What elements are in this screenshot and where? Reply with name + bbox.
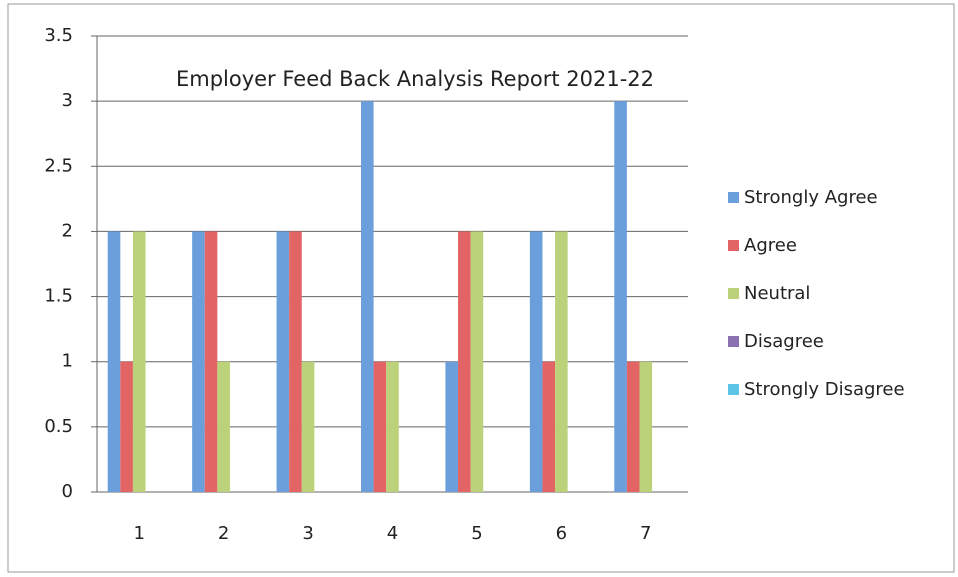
x-tick-label: 4: [387, 523, 398, 544]
y-tick-label: 2.5: [44, 155, 73, 176]
bar: [120, 361, 133, 492]
x-tick-label: 5: [471, 523, 482, 544]
bar: [217, 361, 230, 492]
legend-swatch: [728, 240, 739, 251]
bar: [639, 361, 653, 492]
bar: [361, 101, 374, 493]
legend-swatch: [728, 336, 739, 347]
bar: [555, 231, 568, 492]
legend-label: Neutral: [744, 283, 810, 304]
bar: [386, 361, 399, 492]
bar: [107, 231, 121, 492]
legend-label: Strongly Agree: [744, 187, 878, 208]
legend-label: Disagree: [744, 331, 824, 352]
legend-label: Agree: [744, 235, 797, 256]
x-tick-label: 2: [218, 523, 229, 544]
x-tick-label: 6: [556, 523, 567, 544]
bar: [373, 361, 387, 492]
y-tick-label: 2: [62, 220, 73, 241]
legend-label: Strongly Disagree: [744, 379, 905, 400]
bar: [445, 361, 459, 492]
bar: [542, 361, 556, 492]
bar: [192, 231, 205, 492]
x-tick-label: 7: [640, 523, 651, 544]
legend-swatch: [728, 192, 739, 203]
bar: [276, 231, 290, 492]
y-tick-label: 0: [62, 481, 73, 502]
bar: [289, 231, 302, 492]
y-tick-label: 1: [62, 351, 73, 372]
legend-swatch: [728, 384, 739, 395]
y-tick-label: 0.5: [44, 416, 73, 437]
bar: [614, 101, 627, 493]
bar: [626, 361, 640, 492]
bar: [529, 231, 543, 492]
bar: [470, 231, 484, 492]
bar: [301, 361, 315, 492]
bar: [132, 231, 146, 492]
y-tick-label: 1.5: [44, 286, 73, 307]
y-tick-label: 3: [62, 90, 73, 111]
bar: [458, 231, 471, 492]
x-tick-label: 1: [133, 523, 144, 544]
chart-title: Employer Feed Back Analysis Report 2021-…: [176, 67, 654, 91]
legend-swatch: [728, 288, 739, 299]
x-tick-label: 3: [302, 523, 313, 544]
y-tick-label: 3.5: [44, 25, 73, 46]
bar: [204, 231, 218, 492]
